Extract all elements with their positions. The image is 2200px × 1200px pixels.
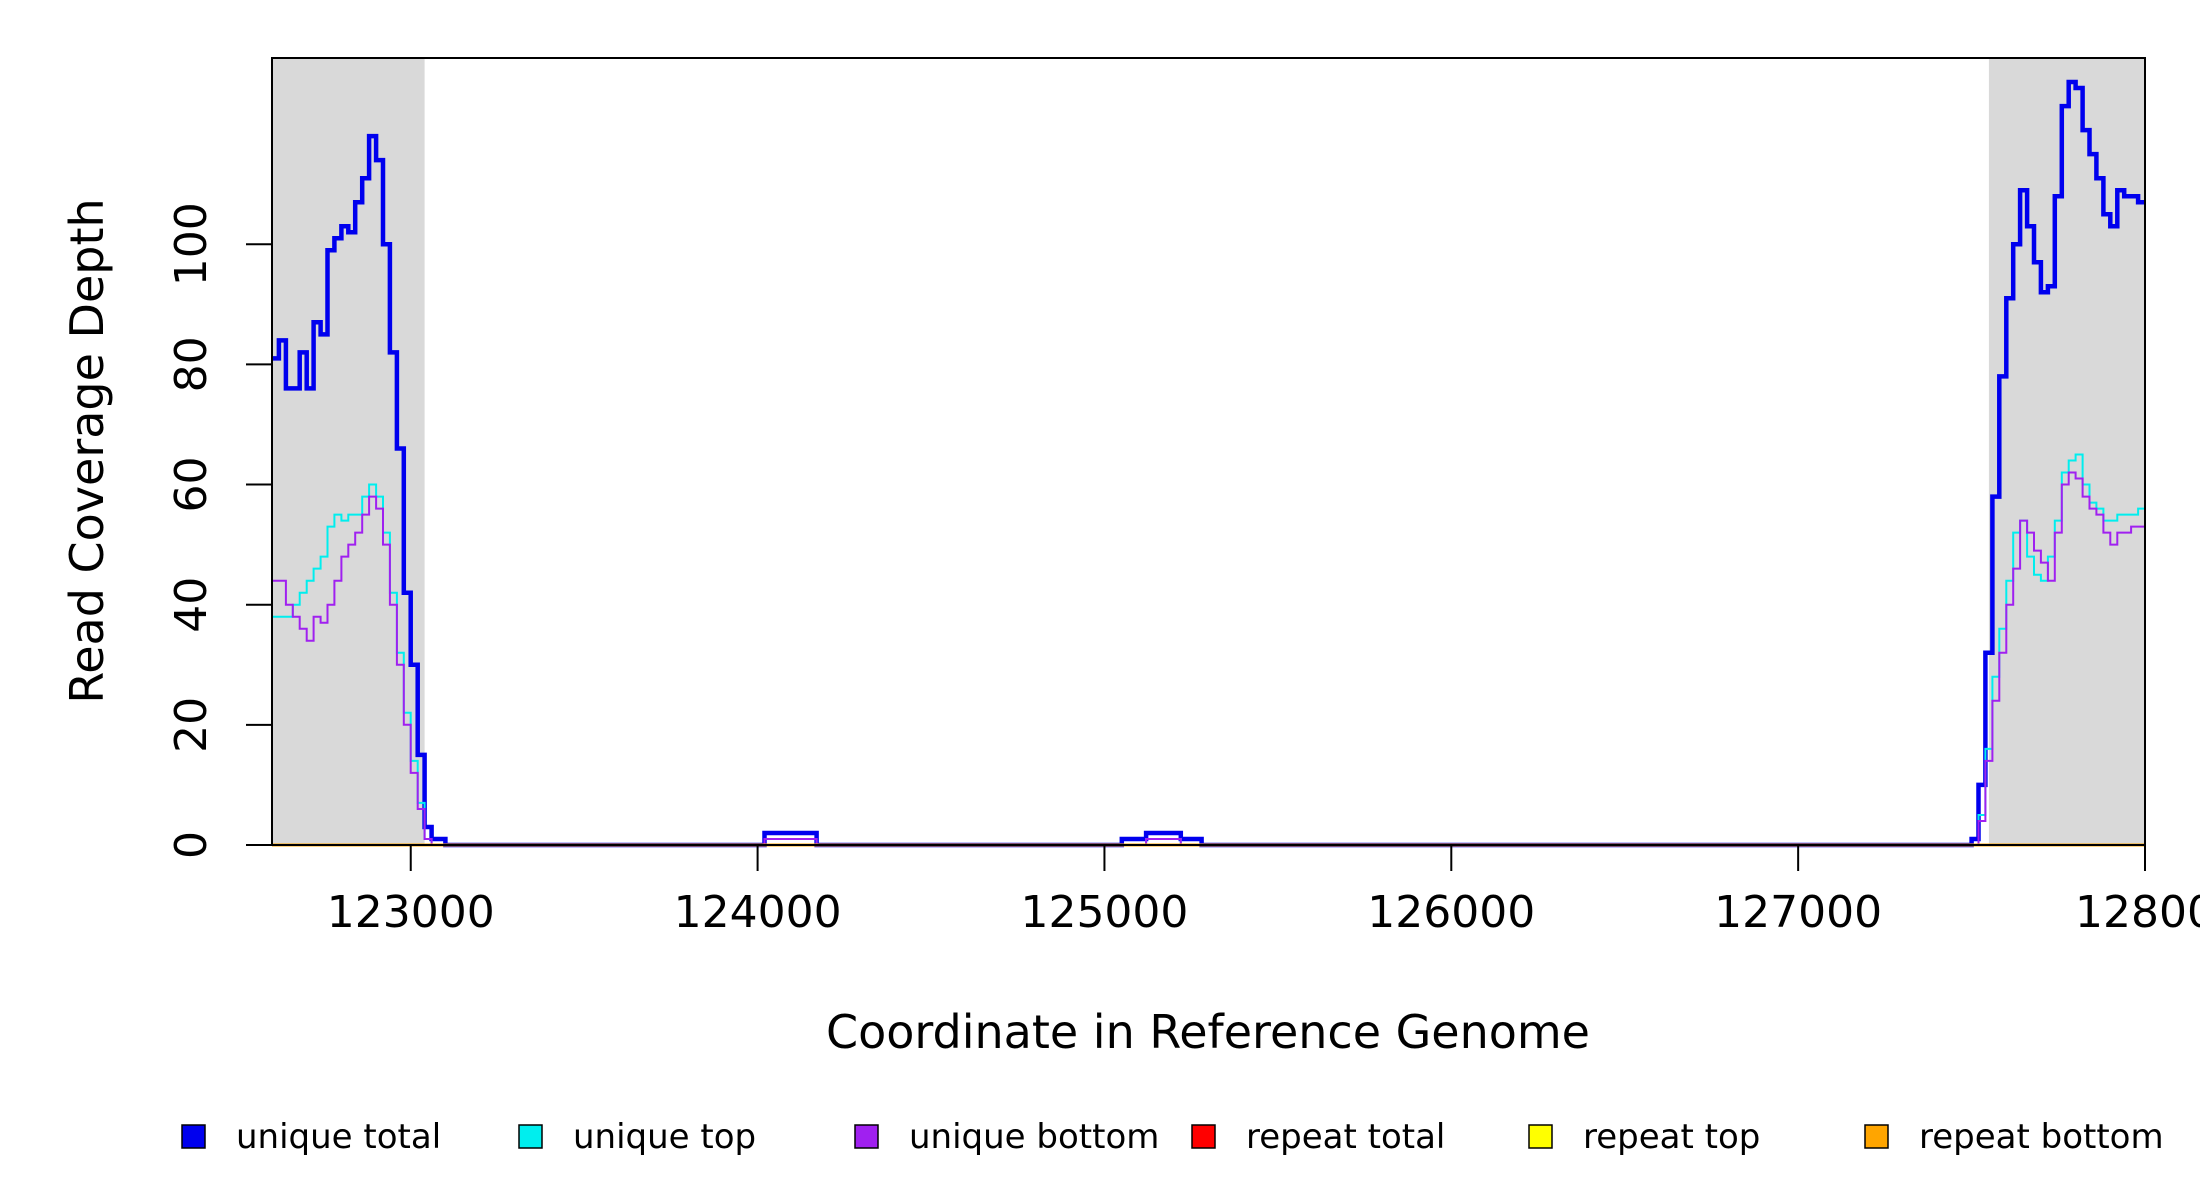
x-tick-label: 123000 (327, 887, 495, 938)
plot-frame (271, 57, 2146, 846)
shaded-region-1 (272, 58, 425, 845)
legend-label-repeat-top: repeat top (1583, 1117, 1760, 1157)
y-tick-label: 20 (166, 697, 217, 753)
legend-label-repeat-total: repeat total (1246, 1117, 1445, 1157)
legend-label-repeat-bottom: repeat bottom (1919, 1117, 2164, 1157)
shaded-regions (272, 58, 2145, 845)
legend-label-unique-bottom: unique bottom (909, 1117, 1159, 1157)
legend: unique total unique top unique bottom repea… (181, 1117, 2164, 1157)
x-tick-label: 124000 (674, 887, 842, 938)
y-tick-label: 40 (166, 577, 217, 633)
legend-swatch-repeat-bottom (1864, 1124, 1889, 1149)
x-tick-label: 126000 (1367, 887, 1535, 938)
series-line-unique-top (272, 453, 2145, 846)
y-tick-label: 100 (166, 202, 217, 286)
legend-swatch-repeat-total (1191, 1124, 1216, 1149)
x-tick-label: 127000 (1714, 887, 1882, 938)
legend-swatch-unique-bottom (854, 1124, 879, 1149)
legend-swatch-unique-top (518, 1124, 543, 1149)
series-lines (272, 79, 2145, 848)
legend-label-unique-top: unique top (573, 1117, 756, 1157)
y-axis-title: Read Coverage Depth (60, 198, 114, 703)
x-axis-title: Coordinate in Reference Genome (826, 1005, 1590, 1059)
legend-swatch-unique-total (181, 1124, 206, 1149)
shaded-region-2 (1988, 58, 2145, 845)
y-axis: 0 20 40 60 80 100 (166, 202, 273, 859)
legend-label-unique-total: unique total (236, 1117, 441, 1157)
legend-swatch-repeat-top (1528, 1124, 1553, 1149)
series-line-unique-total (272, 79, 2145, 848)
y-tick-label: 0 (166, 831, 217, 859)
y-tick-label: 80 (166, 336, 217, 392)
series-line-unique-bottom (272, 471, 2145, 846)
y-tick-label: 60 (166, 457, 217, 513)
x-tick-label: 125000 (1020, 887, 1188, 938)
